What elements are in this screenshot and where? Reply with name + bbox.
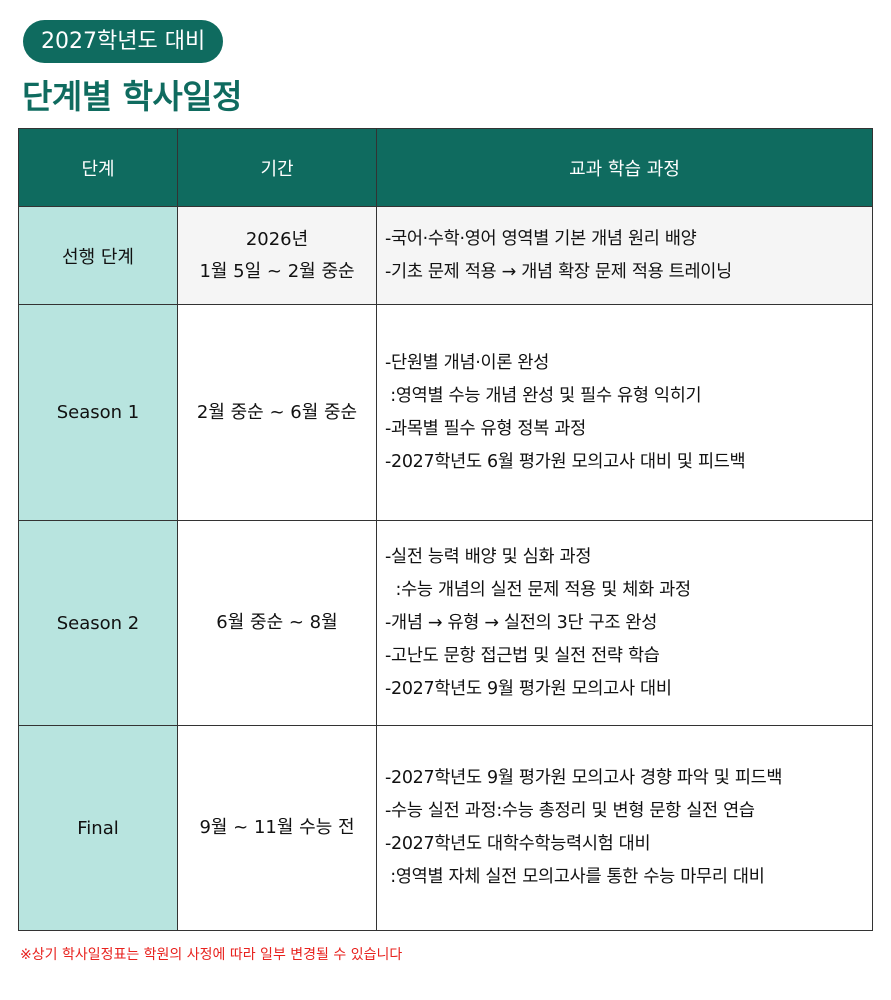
content-line: -과목별 필수 유형 정복 과정 bbox=[385, 418, 586, 439]
table-row: Season 1 2월 중순 ~ 6월 중순 -단원별 개념·이론 완성 :영역별 … bbox=[18, 304, 873, 521]
content-cell: -단원별 개념·이론 완성 :영역별 수능 개념 완성 및 필수 유형 익히기 -… bbox=[376, 304, 873, 521]
stage-label: Season 1 bbox=[56, 402, 140, 423]
content-line: -2027학년도 9월 평가원 모의고사 대비 bbox=[385, 678, 672, 699]
period-cell: 9월 ~ 11월 수능 전 bbox=[177, 725, 377, 931]
content-line: -개념 → 유형 → 실전의 3단 구조 완성 bbox=[385, 612, 658, 633]
content-cell: -실전 능력 배양 및 심화 과정 :수능 개념의 실전 문제 적용 및 체화 … bbox=[376, 520, 873, 726]
stage-label: Season 2 bbox=[56, 612, 140, 634]
content-line: :영역별 자체 실전 모의고사를 통한 수능 마무리 대비 bbox=[385, 867, 765, 887]
content-line: -단원별 개념·이론 완성 bbox=[385, 352, 550, 373]
content-line: -실전 능력 배양 및 심화 과정 bbox=[385, 546, 592, 567]
header-period: 기간 bbox=[177, 128, 377, 207]
table-row: 선행 단계 2026년 1월 5일 ~ 2월 중순 -국어·수학·영어 영역별 기본 … bbox=[18, 206, 873, 305]
header-content: 교과 학습 과정 bbox=[376, 128, 873, 207]
header-stage: 단계 bbox=[18, 128, 178, 207]
content-line: -2027학년도 9월 평가원 모의고사 경향 파악 및 피드백 bbox=[385, 768, 783, 788]
content-cell: -국어·수학·영어 영역별 기본 개념 원리 배양 -기초 문제 적용 → 개념 … bbox=[376, 206, 873, 305]
period-cell: 2월 중순 ~ 6월 중순 bbox=[177, 304, 377, 521]
content-line: :수능 개념의 실전 문제 적용 및 체화 과정 bbox=[385, 579, 692, 600]
schedule-table: 단계 기간 교과 학습 과정 선행 단계 2026년 1월 5일 ~ 2월 중순 -국… bbox=[18, 128, 873, 931]
table-row: Final 9월 ~ 11월 수능 전 -2027학년도 9월 평가원 모의고사 경… bbox=[18, 725, 873, 931]
stage-cell: Final bbox=[18, 725, 178, 931]
period-line: 1월 5일 ~ 2월 중순 bbox=[199, 260, 355, 282]
stage-label: Final bbox=[77, 817, 119, 839]
content-line: -2027학년도 대학수학능력시험 대비 bbox=[385, 834, 651, 854]
stage-cell: 선행 단계 bbox=[18, 206, 178, 305]
table-row: Season 2 6월 중순 ~ 8월 -실전 능력 배양 및 심화 과정 :수능 … bbox=[18, 520, 873, 726]
stage-label: 선행 단계 bbox=[62, 246, 134, 268]
period-cell: 2026년 1월 5일 ~ 2월 중순 bbox=[177, 206, 377, 305]
content-line: -기초 문제 적용 → 개념 확장 문제 적용 트레이닝 bbox=[385, 261, 732, 282]
content-line: -국어·수학·영어 영역별 기본 개념 원리 배양 bbox=[385, 228, 697, 249]
content-cell: -2027학년도 9월 평가원 모의고사 경향 파악 및 피드백 -수능 실전 과… bbox=[376, 725, 873, 931]
page-title: 단계별 학사일정 bbox=[22, 77, 243, 116]
period-line: 9월 ~ 11월 수능 전 bbox=[199, 817, 355, 838]
period-line: 2월 중순 ~ 6월 중순 bbox=[196, 401, 358, 423]
period-line: 6월 중순 ~ 8월 bbox=[216, 612, 338, 633]
content-line: :영역별 수능 개념 완성 및 필수 유형 익히기 bbox=[385, 385, 702, 406]
target-year-badge: 2027학년도 대비 bbox=[23, 20, 224, 63]
content-line: -수능 실전 과정:수능 총정리 및 변형 문항 실전 연습 bbox=[385, 801, 755, 821]
stage-cell: Season 2 bbox=[18, 520, 178, 726]
disclaimer-note: ※상기 학사일정표는 학원의 사정에 따라 일부 변경될 수 있습니다 bbox=[20, 947, 403, 963]
period-cell: 6월 중순 ~ 8월 bbox=[177, 520, 377, 726]
content-line: -고난도 문항 접근법 및 실전 전략 학습 bbox=[385, 645, 660, 666]
table-header-row: 단계 기간 교과 학습 과정 bbox=[18, 128, 873, 207]
content-line: -2027학년도 6월 평가원 모의고사 대비 및 피드백 bbox=[385, 451, 746, 472]
stage-cell: Season 1 bbox=[18, 304, 178, 521]
period-line: 2026년 bbox=[245, 228, 309, 250]
